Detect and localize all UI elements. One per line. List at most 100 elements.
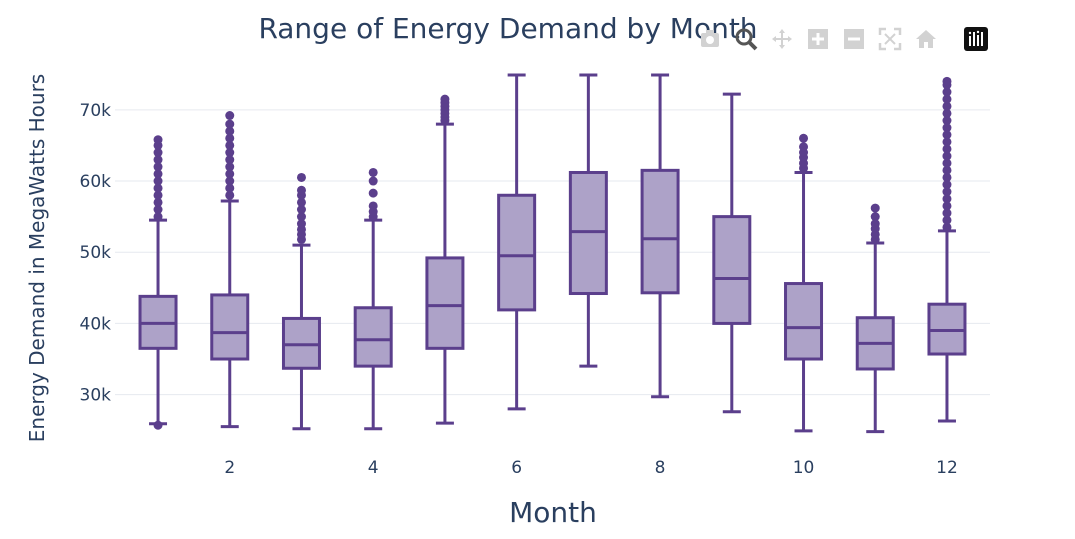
box-month-8 xyxy=(640,73,680,399)
zoom-in-icon[interactable] xyxy=(804,25,832,53)
outlier-point[interactable] xyxy=(942,101,952,111)
outlier-point[interactable] xyxy=(296,185,306,195)
outlier-point[interactable] xyxy=(225,126,235,136)
outlier-point[interactable] xyxy=(225,169,235,179)
x-tick-label: 6 xyxy=(511,458,522,478)
outlier-point[interactable] xyxy=(942,144,952,154)
outlier-point[interactable] xyxy=(942,87,952,97)
home-icon[interactable] xyxy=(912,25,940,53)
outlier-point[interactable] xyxy=(870,203,880,213)
autoscale-icon[interactable] xyxy=(876,25,904,53)
outlier-point[interactable] xyxy=(153,212,163,222)
outlier-point[interactable] xyxy=(942,208,952,218)
outlier-point[interactable] xyxy=(153,190,163,200)
outlier-point[interactable] xyxy=(153,135,163,145)
box-month-12 xyxy=(927,76,967,423)
box-iqr[interactable] xyxy=(353,306,393,368)
x-axis-ticks: 2 4 6 8 10 12 xyxy=(224,458,957,478)
box-iqr[interactable] xyxy=(210,293,250,361)
box-iqr[interactable] xyxy=(712,215,752,325)
y-tick-label: 50k xyxy=(80,243,112,263)
outlier-point[interactable] xyxy=(942,151,952,161)
outlier-point[interactable] xyxy=(225,111,235,121)
outlier-point[interactable] xyxy=(296,172,306,182)
outlier-point[interactable] xyxy=(153,420,163,430)
outlier-point[interactable] xyxy=(296,219,306,229)
box-iqr[interactable] xyxy=(497,193,537,312)
box-month-11 xyxy=(855,203,895,434)
outlier-point[interactable] xyxy=(225,183,235,193)
box-month-9 xyxy=(712,92,752,414)
x-tick-label: 8 xyxy=(655,458,666,478)
modebar xyxy=(696,24,990,54)
x-axis-title: Month xyxy=(509,496,597,529)
outlier-point[interactable] xyxy=(225,140,235,150)
outlier-point[interactable] xyxy=(440,94,450,104)
zoom-out-icon[interactable] xyxy=(840,25,868,53)
outlier-point[interactable] xyxy=(942,222,952,232)
box-month-10 xyxy=(784,133,824,433)
outlier-point[interactable] xyxy=(942,116,952,126)
zoom-icon[interactable] xyxy=(732,25,760,53)
outlier-point[interactable] xyxy=(153,155,163,165)
outlier-point[interactable] xyxy=(942,172,952,182)
outlier-point[interactable] xyxy=(225,133,235,143)
outlier-point[interactable] xyxy=(942,187,952,197)
outlier-point[interactable] xyxy=(942,194,952,204)
outlier-point[interactable] xyxy=(942,201,952,211)
box-month-7 xyxy=(568,73,608,368)
outlier-point[interactable] xyxy=(296,197,306,207)
x-tick-label: 2 xyxy=(224,458,235,478)
outlier-point[interactable] xyxy=(799,142,809,152)
plotly-logo-icon[interactable] xyxy=(962,25,990,53)
outlier-point[interactable] xyxy=(296,205,306,215)
x-tick-label: 4 xyxy=(368,458,379,478)
box-iqr[interactable] xyxy=(784,282,824,361)
box-month-5 xyxy=(425,94,465,425)
outlier-point[interactable] xyxy=(296,212,306,222)
y-axis-ticks: 30k 40k 50k 60k 70k xyxy=(80,101,112,406)
outlier-point[interactable] xyxy=(368,201,378,211)
boxes xyxy=(138,73,967,434)
outlier-point[interactable] xyxy=(225,176,235,186)
outlier-point[interactable] xyxy=(870,219,880,229)
outlier-point[interactable] xyxy=(225,190,235,200)
outlier-point[interactable] xyxy=(153,169,163,179)
outlier-point[interactable] xyxy=(153,176,163,186)
outlier-point[interactable] xyxy=(942,165,952,175)
outlier-point[interactable] xyxy=(942,137,952,147)
outlier-point[interactable] xyxy=(153,197,163,207)
outlier-point[interactable] xyxy=(870,212,880,222)
box-month-1 xyxy=(138,135,178,430)
box-month-2 xyxy=(210,111,250,429)
outlier-point[interactable] xyxy=(942,130,952,140)
box-month-4 xyxy=(353,167,393,431)
outlier-point[interactable] xyxy=(368,167,378,177)
outlier-point[interactable] xyxy=(225,162,235,172)
outlier-point[interactable] xyxy=(942,76,952,86)
outlier-point[interactable] xyxy=(942,180,952,190)
box-iqr[interactable] xyxy=(640,168,680,295)
outlier-point[interactable] xyxy=(368,176,378,186)
pan-icon[interactable] xyxy=(768,25,796,53)
outlier-point[interactable] xyxy=(942,123,952,133)
outlier-point[interactable] xyxy=(153,162,163,172)
outlier-point[interactable] xyxy=(942,215,952,225)
outlier-point[interactable] xyxy=(225,148,235,158)
outlier-point[interactable] xyxy=(225,119,235,129)
outlier-point[interactable] xyxy=(153,205,163,215)
y-tick-label: 70k xyxy=(80,101,112,121)
outlier-point[interactable] xyxy=(942,108,952,118)
box-iqr[interactable] xyxy=(425,256,465,350)
outlier-point[interactable] xyxy=(153,183,163,193)
outlier-point[interactable] xyxy=(942,94,952,104)
outlier-point[interactable] xyxy=(799,133,809,143)
y-tick-label: 40k xyxy=(80,314,112,334)
outlier-point[interactable] xyxy=(942,158,952,168)
camera-icon[interactable] xyxy=(696,25,724,53)
outlier-point[interactable] xyxy=(225,155,235,165)
y-axis-title: Energy Demand in MegaWatts Hours xyxy=(25,74,49,442)
outlier-point[interactable] xyxy=(368,188,378,198)
outlier-point[interactable] xyxy=(153,148,163,158)
